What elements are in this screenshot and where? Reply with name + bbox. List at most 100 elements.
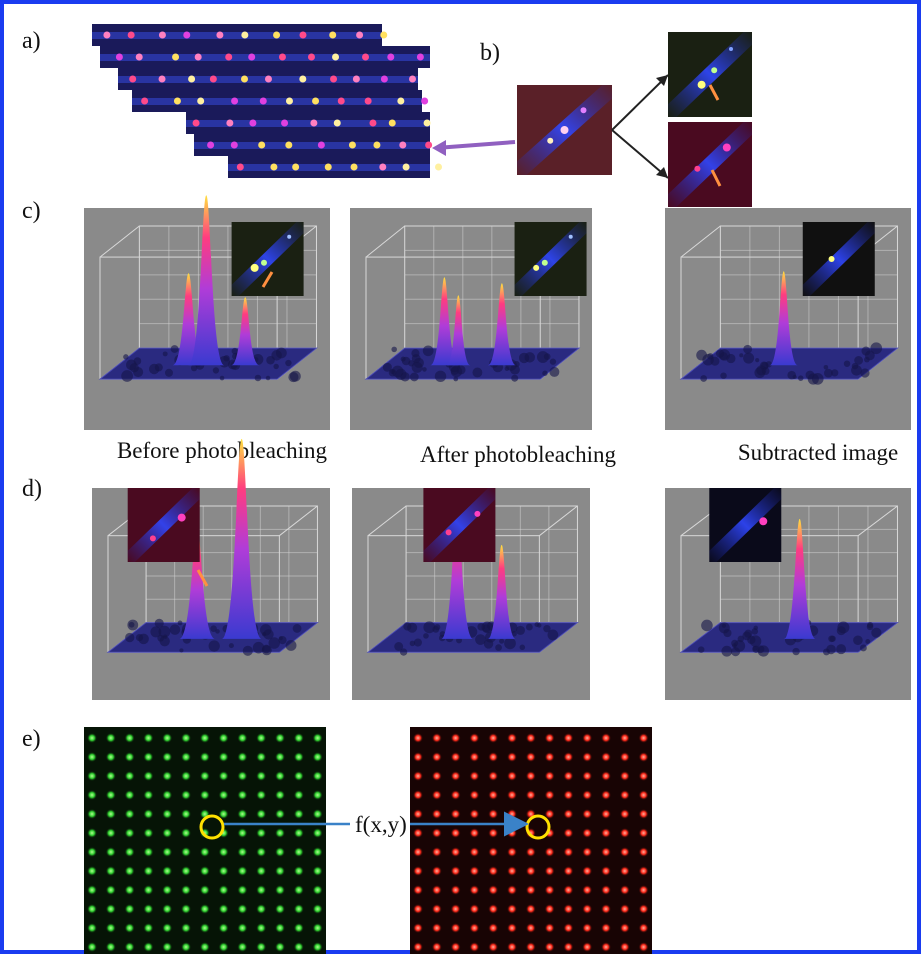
spot [193, 120, 200, 127]
texture [700, 375, 707, 382]
bead [125, 771, 135, 781]
bead [413, 752, 423, 762]
bead [275, 752, 285, 762]
bead [294, 771, 304, 781]
spot [258, 142, 265, 149]
spot [292, 164, 299, 171]
texture [823, 648, 830, 655]
spot [698, 81, 706, 89]
texture [253, 642, 265, 654]
bead [601, 752, 611, 762]
bead [563, 904, 573, 914]
bead [181, 752, 191, 762]
bead [143, 885, 153, 895]
texture [716, 349, 724, 357]
texture [209, 640, 220, 651]
bead [639, 790, 649, 800]
bead [526, 942, 536, 952]
spot [399, 142, 406, 149]
texture [867, 624, 874, 631]
bead [219, 885, 229, 895]
texture [255, 375, 262, 382]
texture [453, 377, 458, 382]
bead [237, 771, 247, 781]
bead [256, 828, 266, 838]
bead [294, 809, 304, 819]
panel-label: b) [480, 40, 500, 66]
spot [356, 32, 363, 39]
texture [853, 636, 863, 646]
bead [432, 866, 442, 876]
texture [537, 351, 549, 363]
bead [106, 942, 116, 952]
bead [413, 847, 423, 857]
bead [294, 923, 304, 933]
bead [469, 790, 479, 800]
texture [828, 635, 835, 642]
spot [446, 529, 452, 535]
bead [181, 923, 191, 933]
bead [181, 885, 191, 895]
bead [620, 866, 630, 876]
bead [432, 752, 442, 762]
bead [275, 885, 285, 895]
texture [389, 369, 397, 377]
texture [155, 619, 164, 628]
spot [547, 138, 553, 144]
texture [125, 633, 134, 642]
spot [325, 164, 332, 171]
spot [533, 265, 539, 271]
bead [219, 752, 229, 762]
panel-label: c) [22, 198, 41, 224]
bead [601, 942, 611, 952]
texture [285, 360, 291, 366]
bead [237, 923, 247, 933]
bead [451, 847, 461, 857]
texture [278, 636, 286, 644]
spot [231, 142, 238, 149]
bead [219, 847, 229, 857]
bead [488, 923, 498, 933]
bead [563, 809, 573, 819]
spot [237, 164, 244, 171]
bead [143, 942, 153, 952]
bead [294, 942, 304, 952]
texture [698, 646, 705, 653]
bead [413, 733, 423, 743]
bead [219, 733, 229, 743]
bead [256, 923, 266, 933]
bead [313, 866, 323, 876]
bead [469, 866, 479, 876]
bead [143, 752, 153, 762]
bead [620, 904, 630, 914]
texture [191, 365, 197, 371]
bead [106, 904, 116, 914]
texture [412, 354, 421, 363]
texture [836, 644, 846, 654]
bead [507, 733, 517, 743]
spot [261, 260, 267, 266]
bead [545, 733, 555, 743]
texture [472, 368, 482, 378]
spot [188, 76, 195, 83]
bead [582, 904, 592, 914]
bead [432, 942, 442, 952]
bead [313, 828, 323, 838]
texture [520, 645, 525, 650]
texture [755, 358, 759, 362]
bead [275, 790, 285, 800]
bead [162, 923, 172, 933]
spot [759, 517, 767, 525]
bead [200, 885, 210, 895]
bead [162, 752, 172, 762]
bead [432, 847, 442, 857]
bead [162, 942, 172, 952]
bead [545, 923, 555, 933]
bead [143, 866, 153, 876]
bead [526, 866, 536, 876]
spot [397, 98, 404, 105]
texture [824, 365, 829, 370]
bead [200, 866, 210, 876]
bead [125, 885, 135, 895]
bead [143, 828, 153, 838]
